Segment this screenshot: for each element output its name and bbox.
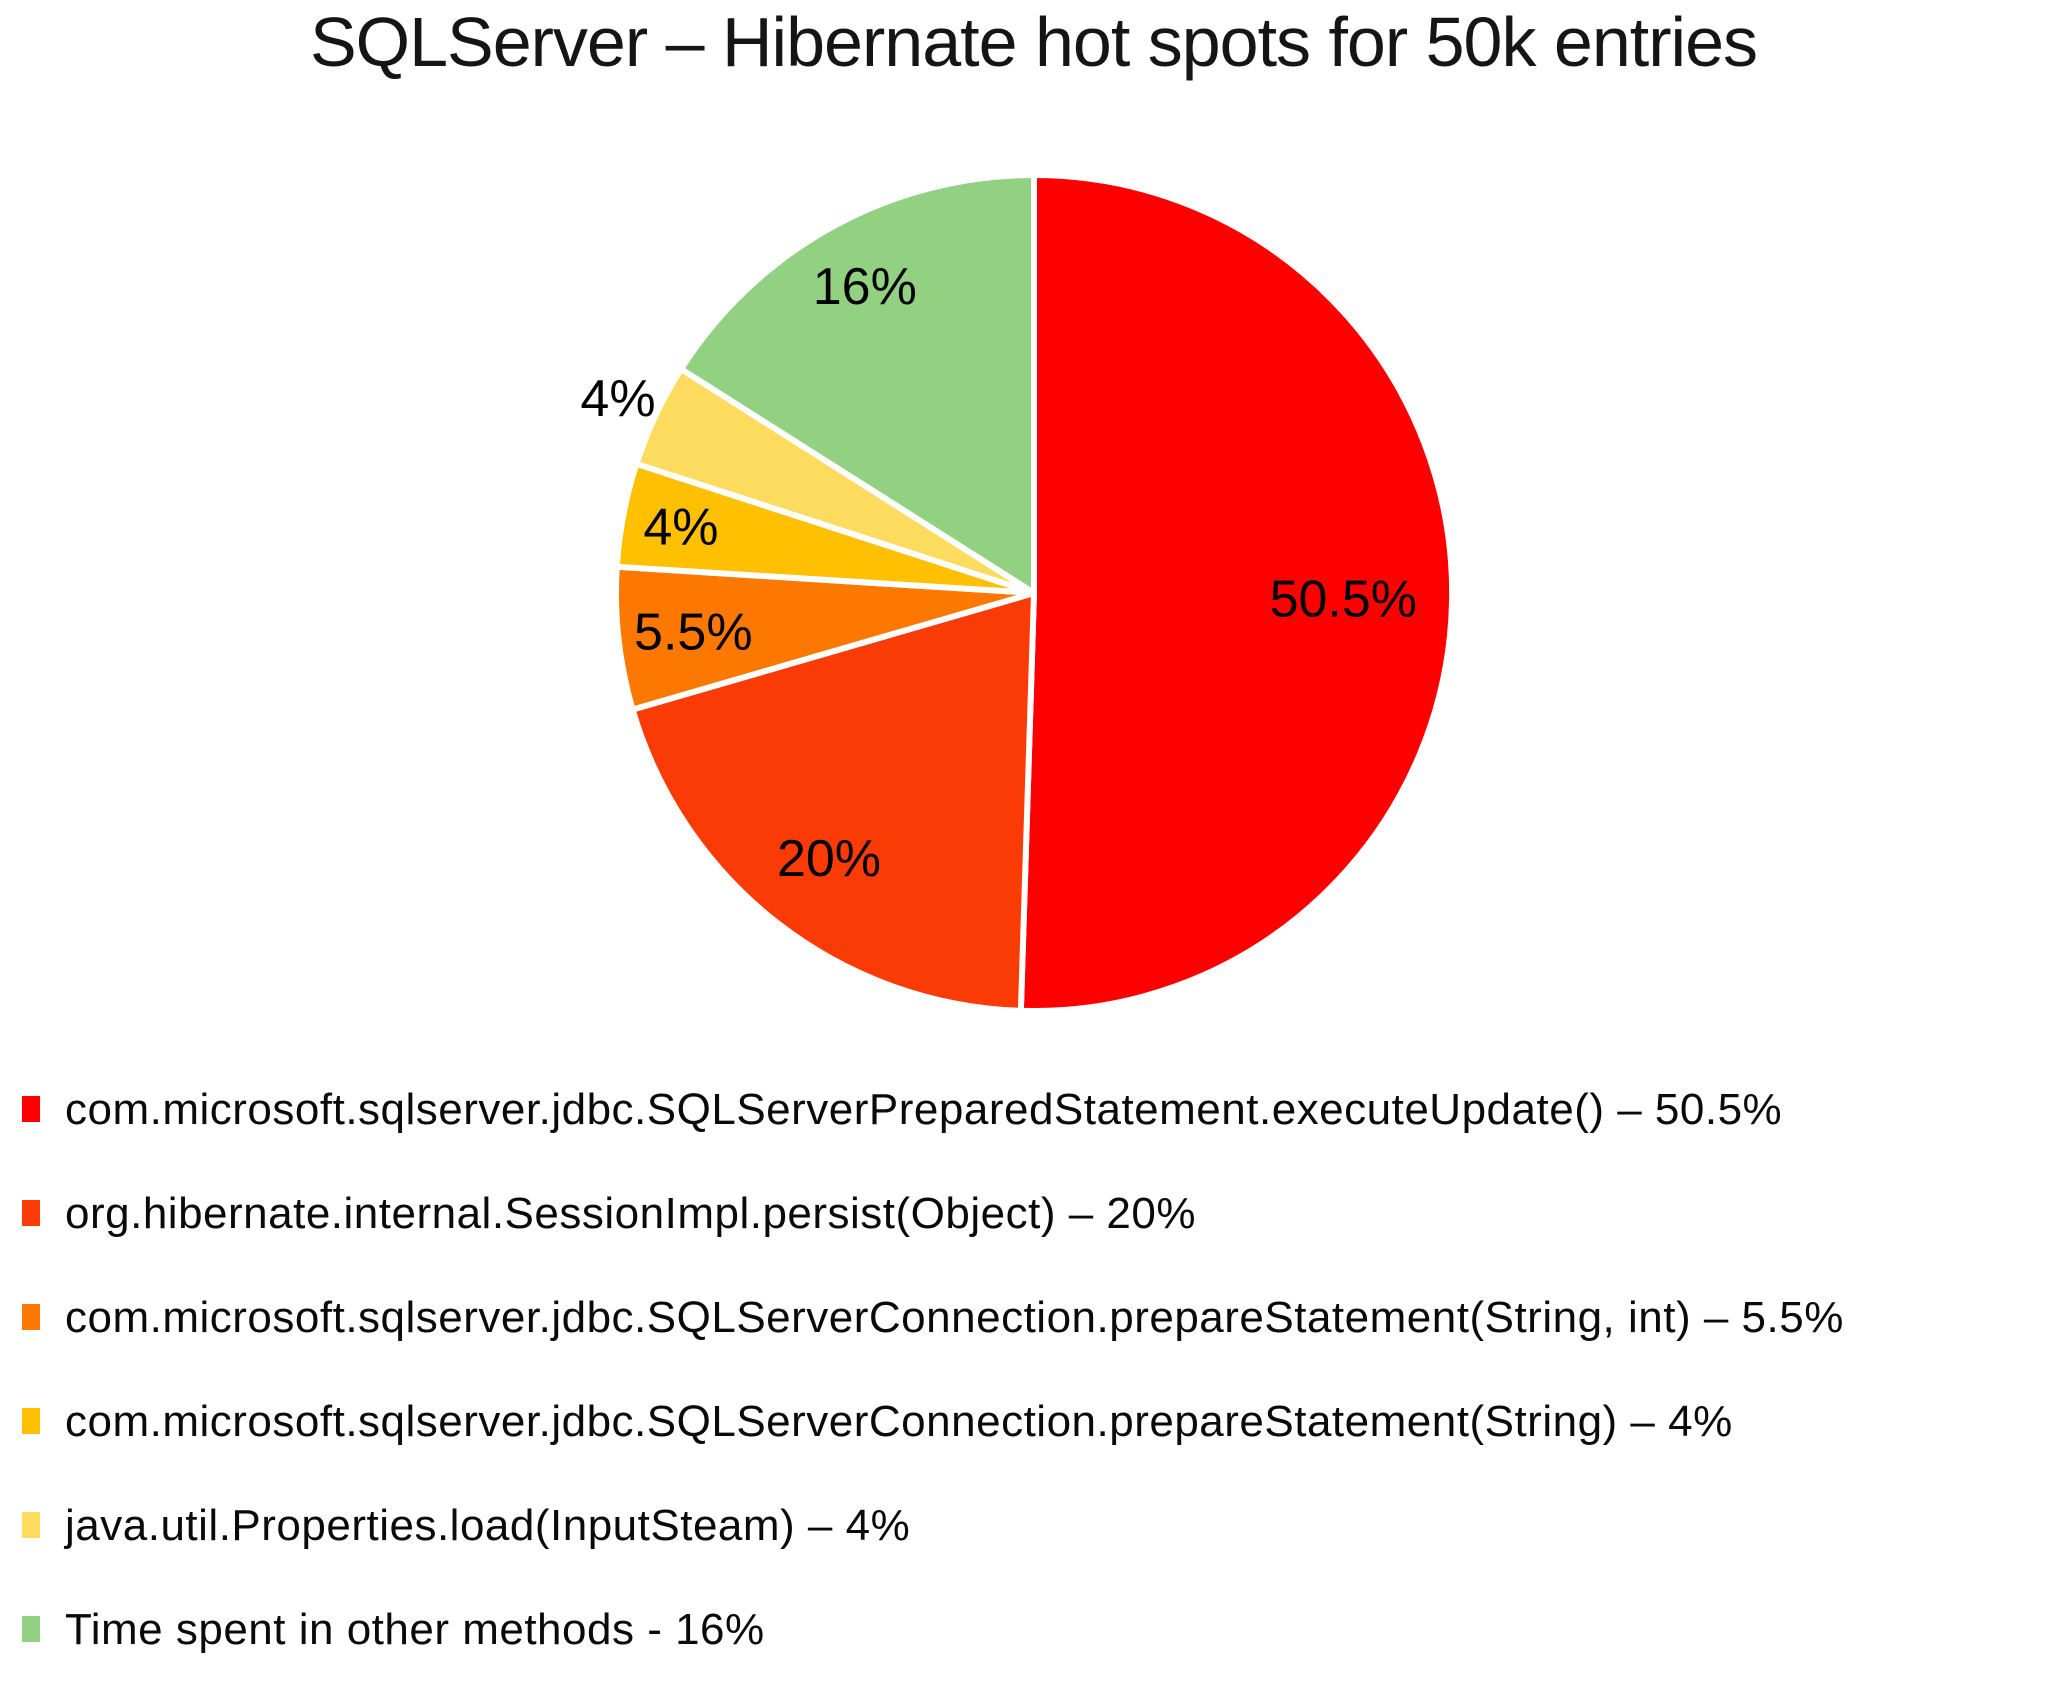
- legend-swatch-red: [22, 1096, 40, 1122]
- legend-item: com.microsoft.sqlserver.jdbc.SQLServerPr…: [22, 1086, 1844, 1133]
- legend-item: com.microsoft.sqlserver.jdbc.SQLServerCo…: [22, 1294, 1844, 1341]
- pie-chart: 50.5% 20% 5.5% 4% 4% 16%: [580, 172, 1456, 1014]
- legend-label: com.microsoft.sqlserver.jdbc.SQLServerCo…: [65, 1293, 1844, 1342]
- legend-item: com.microsoft.sqlserver.jdbc.SQLServerCo…: [22, 1398, 1844, 1445]
- pie-slice-label: 50.5%: [1270, 571, 1417, 629]
- legend-label: com.microsoft.sqlserver.jdbc.SQLServerCo…: [65, 1397, 1733, 1446]
- pie-slice-label: 4%: [643, 498, 718, 556]
- pie-slice: [629, 590, 1037, 1014]
- pie-slice-label: 16%: [813, 258, 917, 316]
- legend-label: org.hibernate.internal.SessionImpl.persi…: [65, 1189, 1196, 1238]
- pie-slice-label: 5.5%: [634, 603, 753, 661]
- legend-item: Time spent in other methods - 16%: [22, 1606, 1844, 1653]
- legend-swatch-yellow: [22, 1512, 40, 1538]
- pie-slice: [678, 172, 1037, 596]
- legend-item: org.hibernate.internal.SessionImpl.persi…: [22, 1190, 1844, 1237]
- legend-swatch-orange-red: [22, 1200, 40, 1226]
- legend-swatch-orange: [22, 1304, 40, 1330]
- legend-label: java.util.Properties.load(InputSteam) – …: [65, 1501, 911, 1550]
- legend-swatch-amber: [22, 1408, 40, 1434]
- pie-slice-label: 20%: [777, 830, 881, 888]
- pie-slice-label: 4%: [580, 370, 655, 428]
- legend: com.microsoft.sqlserver.jdbc.SQLServerPr…: [0, 1086, 1844, 1653]
- chart-title: SQLServer – Hibernate hot spots for 50k …: [309, 3, 1758, 81]
- legend-swatch-green: [22, 1616, 40, 1642]
- pie-slice: [1017, 172, 1456, 1014]
- legend-label: com.microsoft.sqlserver.jdbc.SQLServerPr…: [65, 1085, 1783, 1134]
- legend-item: java.util.Properties.load(InputSteam) – …: [22, 1502, 1844, 1549]
- legend-label: Time spent in other methods - 16%: [65, 1605, 765, 1654]
